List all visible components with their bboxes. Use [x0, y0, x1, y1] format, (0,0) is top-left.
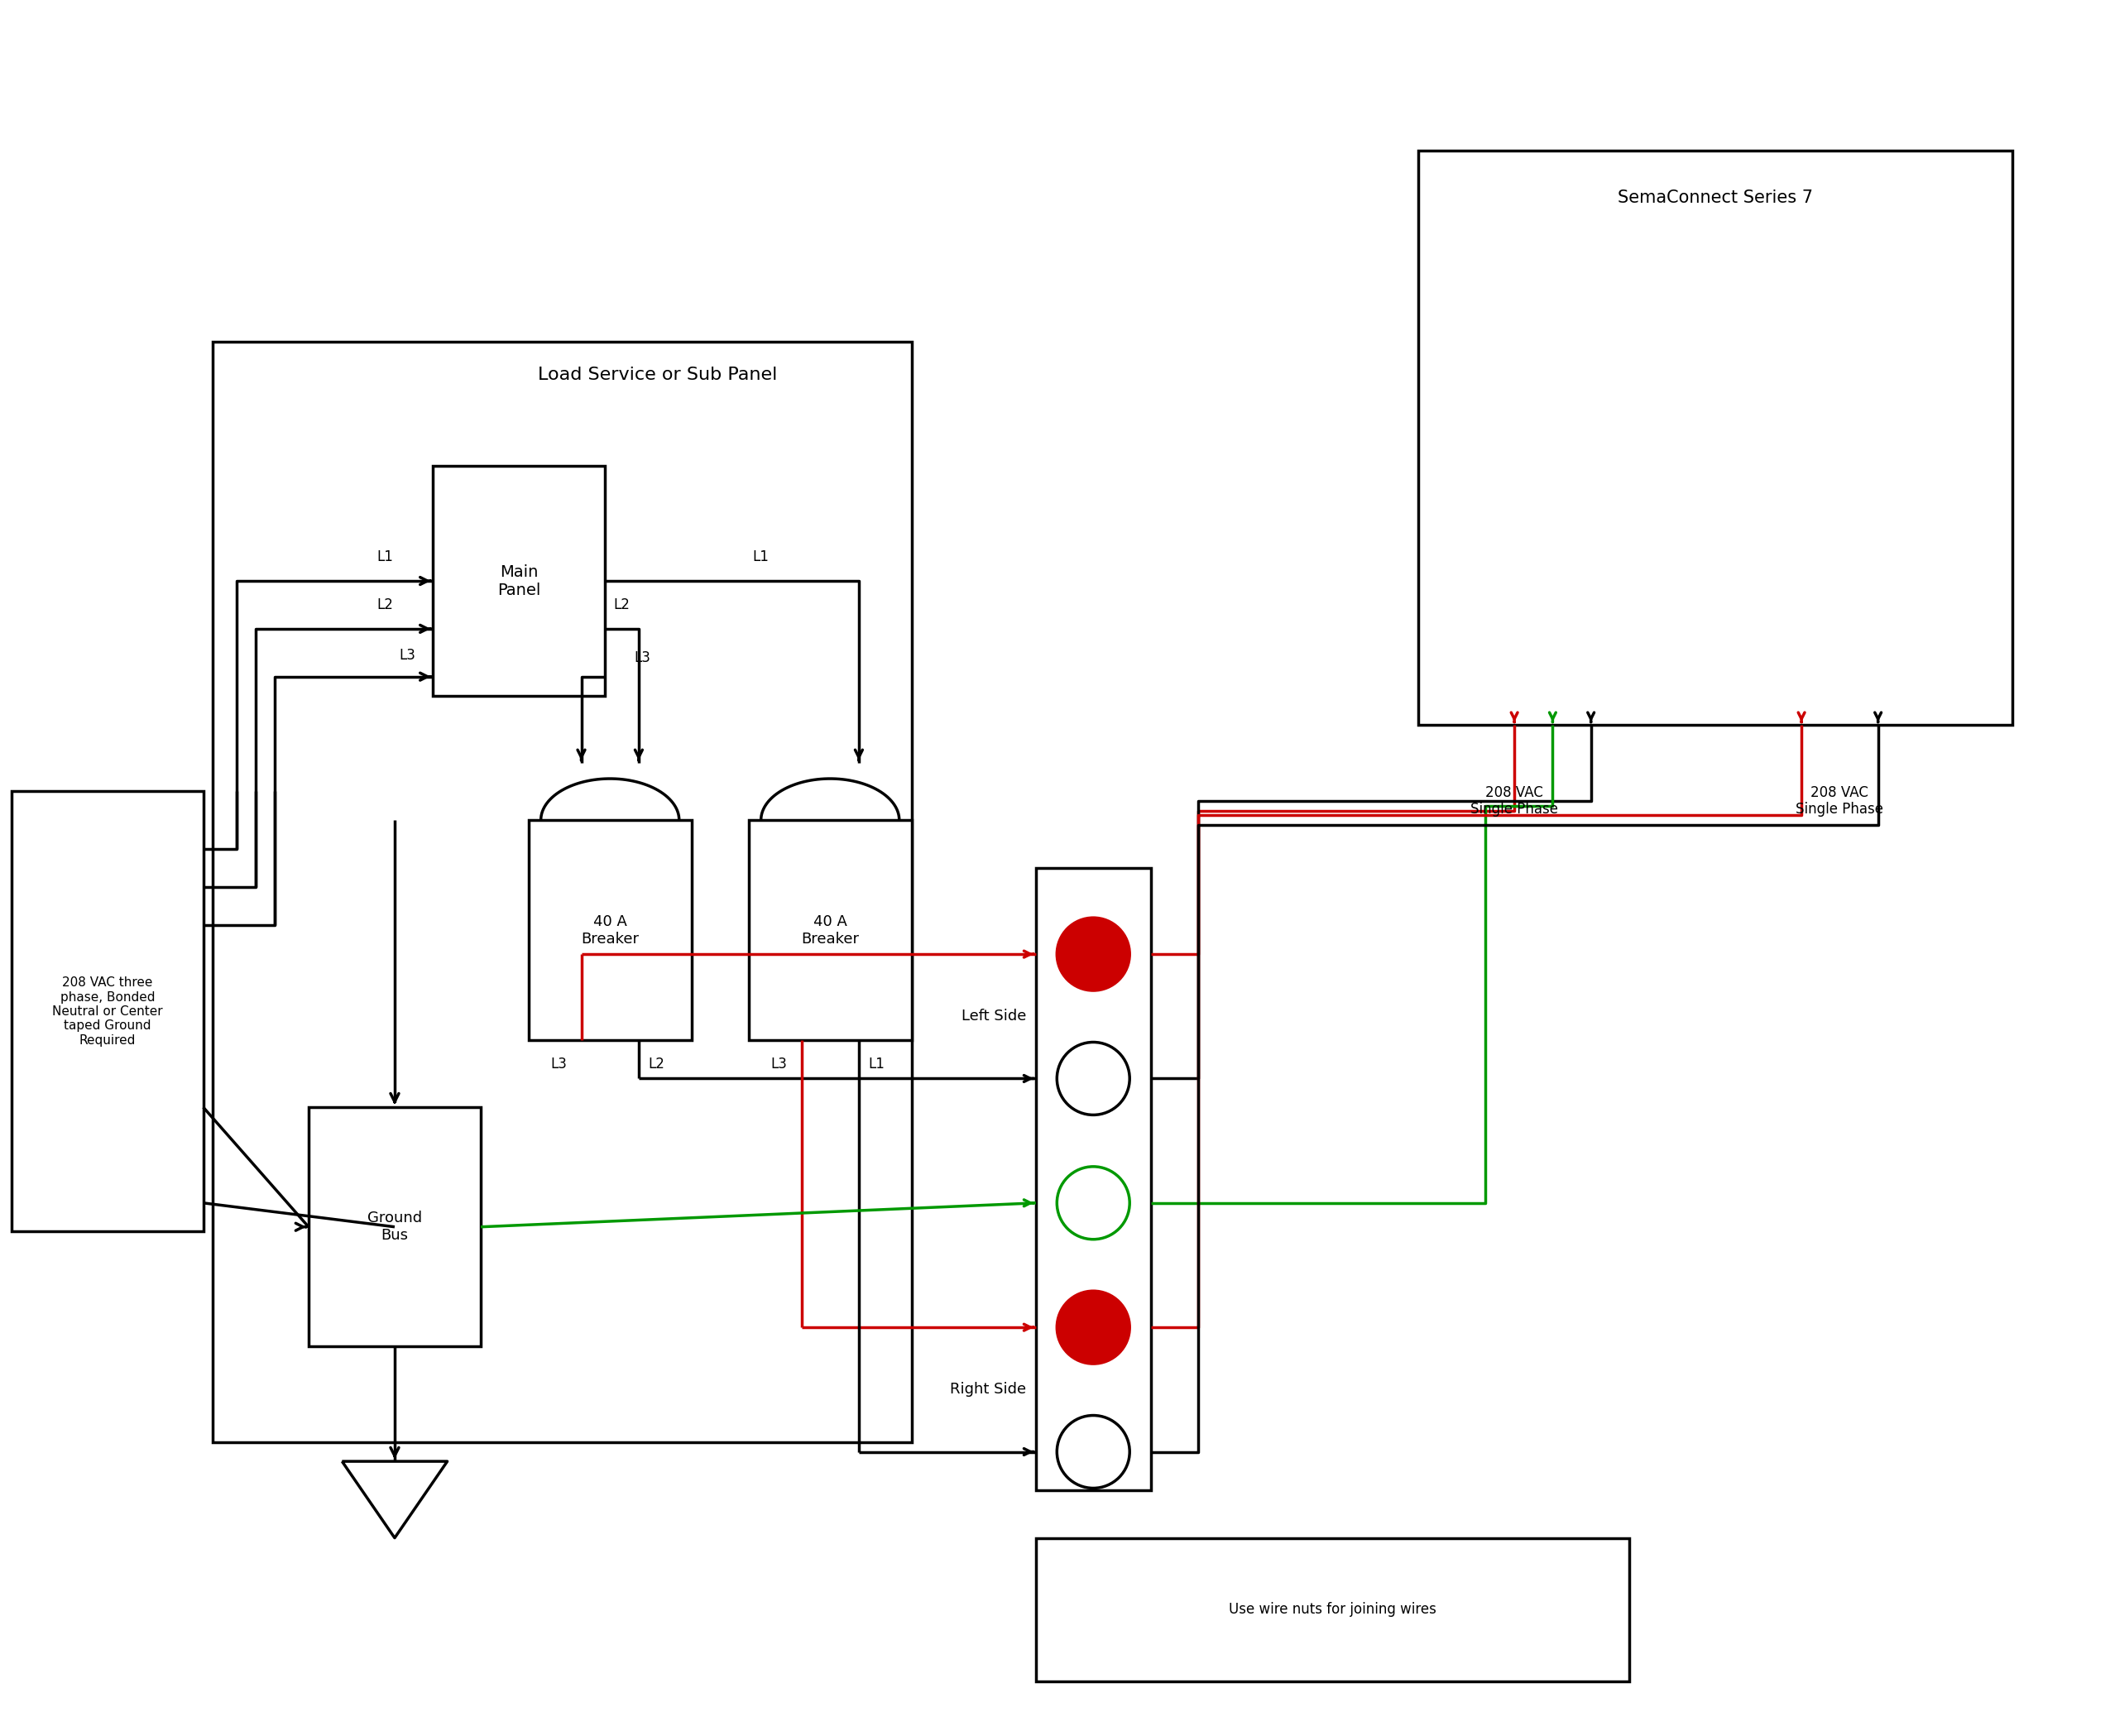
Bar: [1036, 868, 1150, 1489]
Circle shape: [1057, 1292, 1129, 1364]
Bar: [1036, 1538, 1629, 1682]
Text: 208 VAC
Single Phase: 208 VAC Single Phase: [1796, 785, 1884, 818]
Circle shape: [1057, 1415, 1129, 1488]
Text: Left Side: Left Side: [962, 1009, 1025, 1024]
Text: L3: L3: [551, 1057, 568, 1071]
Text: L3: L3: [770, 1057, 787, 1071]
Text: 208 VAC three
phase, Bonded
Neutral or Center
taped Ground
Required: 208 VAC three phase, Bonded Neutral or C…: [53, 977, 162, 1047]
Text: Use wire nuts for joining wires: Use wire nuts for joining wires: [1228, 1602, 1437, 1618]
Text: 40 A
Breaker: 40 A Breaker: [802, 915, 859, 946]
Circle shape: [1057, 918, 1129, 991]
Text: Load Service or Sub Panel: Load Service or Sub Panel: [538, 366, 779, 384]
Circle shape: [1057, 1167, 1129, 1240]
Bar: [433, 465, 606, 696]
Text: L1: L1: [869, 1057, 884, 1071]
Bar: [308, 1108, 481, 1347]
Text: Right Side: Right Side: [949, 1382, 1025, 1397]
Text: 208 VAC
Single Phase: 208 VAC Single Phase: [1471, 785, 1557, 818]
Text: Main
Panel: Main Panel: [498, 564, 540, 597]
Text: L1: L1: [378, 550, 392, 564]
Text: L2: L2: [614, 597, 631, 613]
Text: L2: L2: [378, 597, 392, 613]
Text: SemaConnect Series 7: SemaConnect Series 7: [1618, 189, 1812, 207]
Text: 40 A
Breaker: 40 A Breaker: [580, 915, 639, 946]
Bar: [1418, 151, 2013, 724]
Circle shape: [1057, 1042, 1129, 1115]
Text: L2: L2: [648, 1057, 665, 1071]
Text: L3: L3: [633, 649, 650, 665]
Bar: [13, 792, 203, 1231]
Bar: [213, 342, 912, 1443]
Text: L1: L1: [753, 550, 768, 564]
Text: Ground
Bus: Ground Bus: [367, 1210, 422, 1243]
Bar: [530, 819, 692, 1040]
Bar: [749, 819, 912, 1040]
Text: L3: L3: [399, 648, 416, 663]
